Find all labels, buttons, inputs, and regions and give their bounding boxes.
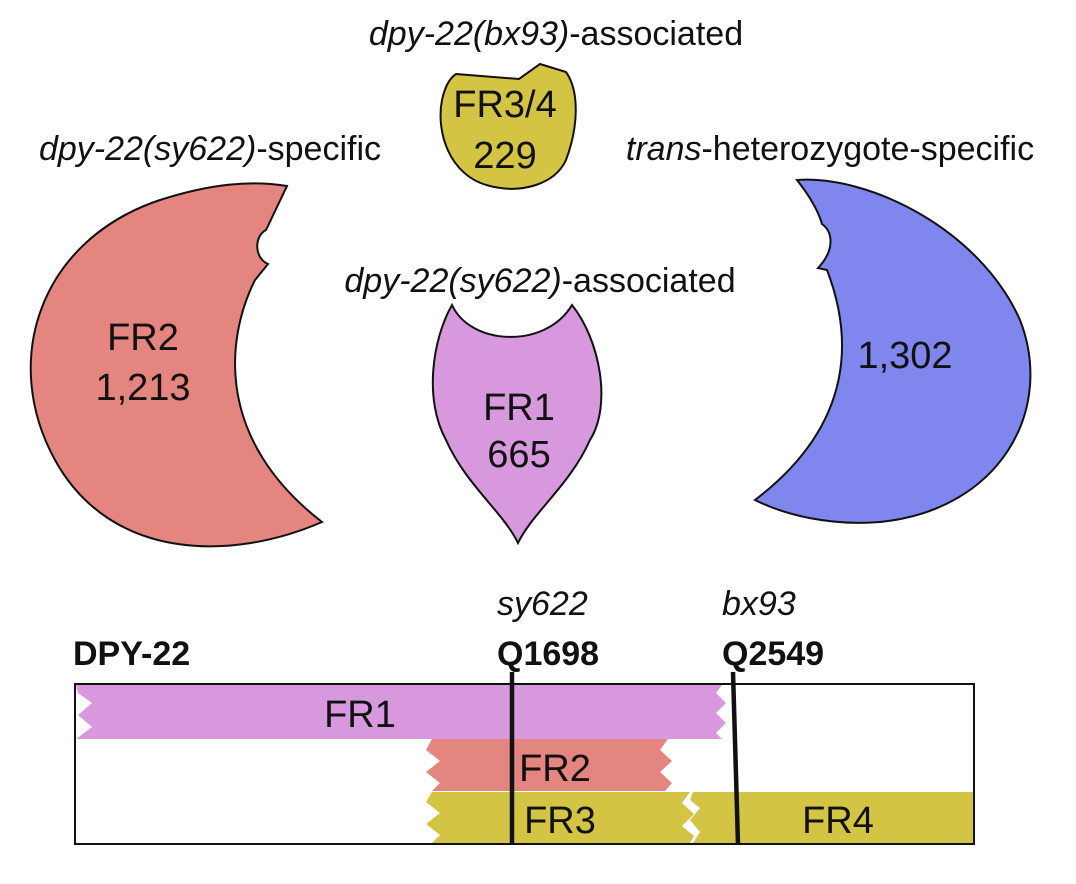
sy622-specific-label: dpy-22(sy622)-specific — [39, 130, 381, 168]
mutation-bx93-allele: bx93 — [722, 585, 796, 623]
mutation-bx93-line — [730, 671, 741, 845]
fr2-count: 1,213 — [95, 367, 190, 409]
fr34-count: 229 — [473, 135, 536, 177]
fr34-name: FR3/4 — [453, 84, 556, 126]
mutation-sy622-allele: sy622 — [497, 585, 588, 623]
trans-heterozygote-specific-label: trans-heterozygote-specific — [626, 130, 1034, 168]
fr4-bar — [690, 792, 973, 843]
fr4-bar-label: FR4 — [802, 800, 874, 842]
mutation-sy622-position: Q1698 — [497, 635, 599, 673]
trans-shape — [753, 178, 1032, 524]
fr3-bar-label: FR3 — [524, 800, 596, 842]
sy622-associated-label: dpy-22(sy622)-associated — [344, 262, 735, 300]
fr2-bar-label: FR2 — [519, 748, 591, 790]
protein-outline — [74, 683, 975, 845]
fr1-shape — [431, 302, 603, 546]
fr1-count: 665 — [487, 434, 550, 476]
fr1-name: FR1 — [483, 387, 555, 429]
fr1-bar-label: FR1 — [324, 694, 396, 736]
fr1-bar — [76, 685, 726, 739]
fr3-bar — [426, 792, 694, 843]
fr2-shape — [29, 182, 324, 548]
fr2-bar — [426, 739, 672, 791]
mutation-bx93-position: Q2549 — [722, 635, 824, 673]
fr2-name: FR2 — [107, 317, 179, 359]
trans-count: 1,302 — [857, 335, 952, 377]
protein-name: DPY-22 — [73, 635, 190, 673]
fr34-shape — [439, 62, 577, 190]
bx93-associated-label: dpy-22(bx93)-associated — [369, 15, 743, 53]
